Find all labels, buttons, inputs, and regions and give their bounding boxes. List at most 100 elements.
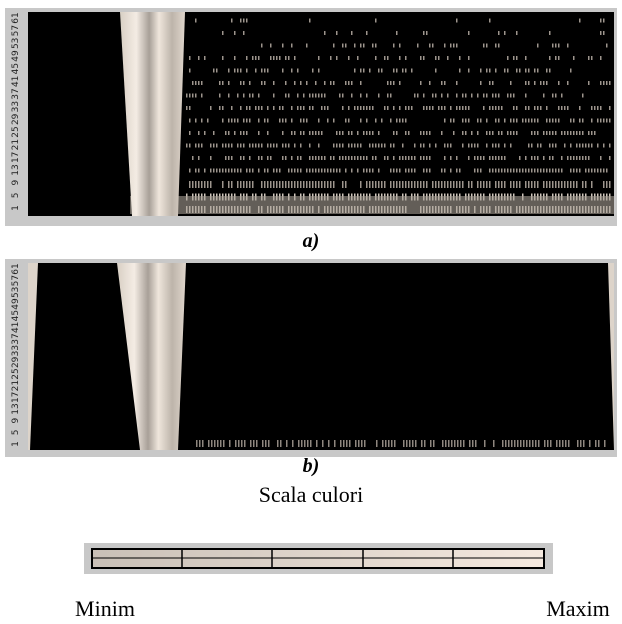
texture — [318, 143, 320, 148]
texture — [333, 143, 335, 148]
texture — [534, 118, 536, 123]
texture — [537, 131, 539, 135]
texture — [576, 168, 578, 173]
texture — [585, 156, 587, 160]
texture — [214, 440, 216, 447]
texture — [429, 131, 431, 135]
texture — [540, 143, 542, 148]
texture — [345, 118, 347, 123]
texture — [130, 196, 614, 214]
texture — [405, 181, 407, 188]
texture — [510, 181, 512, 188]
texture — [195, 118, 197, 123]
texture — [534, 181, 536, 188]
texture — [199, 440, 201, 447]
caption-a: a) — [303, 230, 320, 252]
texture — [453, 181, 455, 188]
texture — [351, 143, 353, 148]
texture — [246, 118, 248, 123]
texture — [282, 118, 284, 123]
y-tick-label: 33 — [11, 345, 21, 356]
texture — [603, 168, 605, 173]
texture — [588, 168, 590, 173]
texture — [423, 93, 425, 98]
texture — [240, 68, 242, 73]
texture — [372, 106, 374, 110]
texture — [270, 156, 272, 160]
texture — [582, 118, 584, 123]
texture — [463, 440, 465, 447]
texture — [396, 168, 398, 173]
texture — [489, 131, 491, 135]
texture — [268, 440, 270, 447]
texture — [498, 168, 500, 173]
texture — [376, 440, 378, 447]
texture — [471, 143, 473, 148]
texture — [393, 156, 395, 160]
texture — [369, 181, 371, 188]
y-tick-label: 53 — [11, 38, 21, 49]
texture — [507, 56, 509, 60]
y-tick-label: 13 — [11, 164, 21, 175]
y-tick-label: 1 — [11, 205, 21, 211]
texture — [441, 181, 443, 188]
texture — [210, 106, 212, 110]
texture — [582, 156, 584, 160]
texture — [288, 56, 290, 60]
texture — [333, 118, 335, 123]
panel-a-band — [120, 12, 185, 216]
y-tick-label: 29 — [11, 113, 21, 125]
texture — [384, 156, 386, 160]
texture — [426, 156, 428, 160]
texture — [315, 156, 317, 160]
texture — [483, 156, 485, 160]
texture — [258, 143, 260, 148]
texture — [462, 131, 464, 135]
texture — [255, 56, 257, 60]
texture — [444, 168, 446, 173]
texture — [510, 131, 512, 135]
texture — [523, 440, 525, 447]
texture — [564, 131, 566, 135]
texture — [429, 168, 431, 173]
y-tick-label: 21 — [11, 380, 21, 391]
texture — [345, 43, 347, 48]
texture — [606, 43, 608, 48]
texture — [375, 56, 377, 60]
texture — [384, 106, 386, 110]
texture — [301, 440, 303, 447]
texture — [411, 168, 413, 173]
texture — [255, 106, 257, 110]
texture — [391, 440, 393, 447]
texture — [394, 440, 396, 447]
texture — [534, 81, 536, 85]
texture — [300, 131, 302, 135]
texture — [558, 168, 560, 173]
texture — [420, 156, 422, 160]
texture — [372, 143, 374, 148]
texture — [333, 43, 335, 48]
texture — [450, 156, 452, 160]
texture — [328, 440, 330, 447]
texture — [513, 56, 515, 60]
texture — [204, 131, 206, 135]
y-tick-label: 5 — [11, 192, 21, 198]
texture — [609, 156, 611, 160]
texture — [231, 106, 233, 110]
texture — [381, 68, 383, 73]
texture — [234, 56, 236, 60]
texture — [492, 106, 494, 110]
texture — [234, 118, 236, 123]
texture — [399, 156, 401, 160]
texture — [339, 156, 341, 160]
texture — [292, 440, 294, 447]
texture — [309, 131, 311, 135]
texture — [462, 106, 464, 110]
texture — [549, 31, 551, 35]
texture — [456, 93, 458, 98]
texture — [529, 440, 531, 447]
texture — [384, 56, 386, 60]
texture — [267, 156, 269, 160]
texture — [525, 56, 527, 60]
texture — [442, 440, 444, 447]
